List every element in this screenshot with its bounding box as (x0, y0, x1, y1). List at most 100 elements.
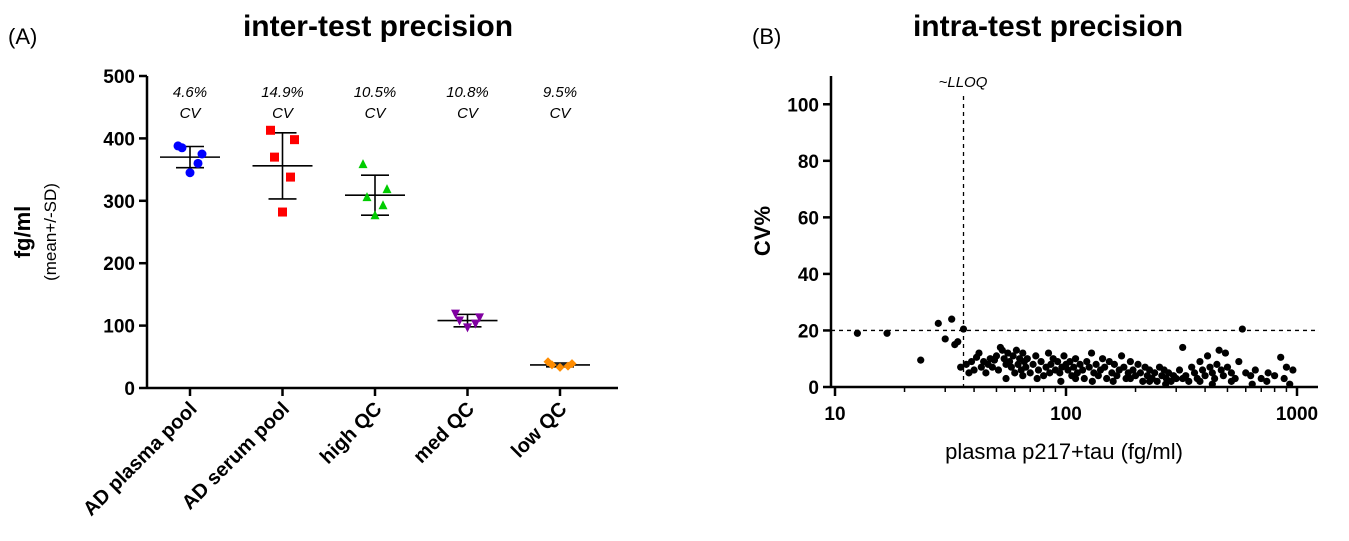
data-point (1151, 369, 1159, 377)
panel-b-label: (B) (752, 24, 781, 49)
data-point (475, 313, 484, 323)
data-point (1022, 363, 1030, 371)
panel-a-ylabel-sub: (mean+/-SD) (41, 183, 60, 281)
data-point (1238, 325, 1246, 333)
data-point (185, 168, 195, 178)
data-point (1044, 349, 1053, 357)
cv-unit-label: CV (180, 105, 203, 122)
data-point (975, 349, 983, 357)
data-point (962, 360, 970, 368)
x-tick-label: 100 (1050, 404, 1082, 425)
data-point (1211, 374, 1219, 383)
data-point (1032, 352, 1040, 360)
data-point (1188, 363, 1196, 371)
data-point (970, 366, 978, 374)
x-tick-label: 1000 (1276, 404, 1318, 425)
data-point (1208, 380, 1216, 388)
data-point (1014, 360, 1022, 368)
data-point (1019, 349, 1027, 357)
data-point (1040, 372, 1048, 380)
data-point (883, 329, 891, 337)
data-point (1066, 357, 1074, 366)
data-point (197, 149, 207, 159)
data-point (358, 159, 368, 169)
data-point (1235, 357, 1243, 366)
data-point (1203, 352, 1212, 360)
data-point (1134, 360, 1142, 368)
data-point (1002, 374, 1010, 383)
data-point (1113, 372, 1121, 380)
data-point (455, 316, 464, 326)
data-point (1033, 374, 1041, 383)
data-point (1023, 355, 1031, 363)
cv-unit-label: CV (365, 105, 388, 122)
data-point (1117, 352, 1126, 360)
data-point (278, 207, 287, 217)
data-point (1286, 380, 1294, 388)
data-point (1227, 369, 1235, 377)
data-point (1046, 369, 1054, 377)
data-point (1289, 366, 1297, 374)
data-point (1034, 366, 1043, 374)
data-point (1217, 366, 1225, 374)
data-point (954, 338, 962, 346)
y-tick-label: 60 (798, 208, 819, 229)
data-point (1092, 360, 1100, 368)
y-tick-label: 0 (124, 379, 135, 400)
data-point (270, 152, 279, 162)
x-tick-label: 10 (824, 404, 845, 425)
data-point (948, 315, 956, 323)
panel-a-title: inter-test precision (243, 10, 513, 43)
data-point (1227, 377, 1235, 385)
data-point (1196, 377, 1204, 385)
data-point (1257, 374, 1265, 383)
data-point (1083, 357, 1091, 366)
cv-unit-label: CV (550, 105, 573, 122)
data-point (1098, 355, 1107, 363)
data-point (1054, 357, 1062, 366)
data-point (1263, 377, 1271, 385)
y-tick-label: 100 (103, 317, 135, 338)
data-point (1070, 363, 1078, 371)
data-point (290, 135, 299, 145)
data-point (1064, 366, 1072, 374)
data-point (555, 362, 565, 372)
data-point (1179, 374, 1187, 383)
data-point (853, 329, 861, 337)
data-point (1011, 369, 1019, 377)
y-tick-label: 100 (787, 95, 819, 116)
data-point (1264, 369, 1272, 377)
y-tick-label: 200 (103, 254, 135, 275)
data-point (1060, 352, 1068, 360)
data-point (463, 323, 472, 333)
data-point (1087, 349, 1096, 357)
cv-unit-label: CV (457, 105, 480, 122)
data-point (1071, 355, 1080, 363)
data-point (451, 309, 460, 319)
data-point (1129, 366, 1137, 374)
x-category-label: low QC (507, 398, 571, 462)
data-point (1085, 363, 1093, 371)
cv-percent-label: 14.9% (261, 84, 304, 101)
data-point (1248, 380, 1256, 388)
data-point (378, 200, 388, 210)
data-point (1175, 366, 1184, 374)
data-point (1009, 352, 1017, 360)
data-point (1221, 349, 1230, 357)
x-category-label: med QC (409, 398, 479, 468)
data-point (1282, 363, 1291, 371)
data-point (286, 172, 295, 182)
data-point (998, 346, 1006, 354)
data-point (1056, 369, 1064, 377)
data-point (917, 356, 925, 364)
data-point (959, 325, 968, 333)
y-tick-label: 500 (103, 67, 135, 88)
panel-a-label: (A) (8, 24, 37, 49)
data-point (1006, 357, 1014, 366)
data-point (1251, 366, 1259, 374)
data-point (370, 210, 380, 220)
x-category-label: high QC (316, 398, 387, 469)
data-point (382, 184, 392, 194)
data-point (1215, 346, 1223, 354)
data-point (1206, 363, 1214, 371)
